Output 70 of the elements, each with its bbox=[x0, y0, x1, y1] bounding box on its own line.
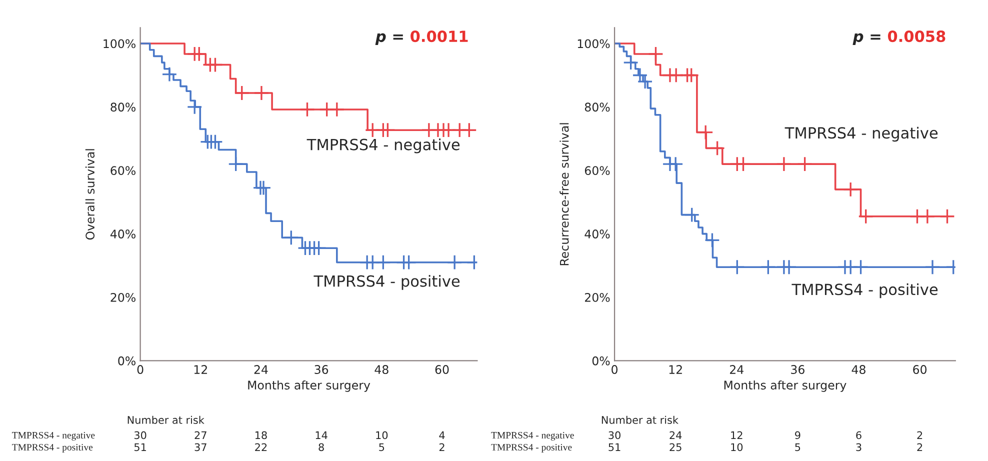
text: 51 bbox=[608, 443, 620, 452]
text: 10 bbox=[731, 443, 743, 452]
text: 2 bbox=[917, 443, 922, 451]
annotation: 0.0058 bbox=[888, 30, 946, 42]
annotation: p = bbox=[852, 33, 880, 46]
y-tick-label: 20% bbox=[584, 292, 610, 302]
text: Number at risk bbox=[128, 416, 204, 424]
y-tick-label: 100% bbox=[104, 39, 136, 48]
text: 37 bbox=[194, 443, 206, 452]
x-tick-label: 0 bbox=[137, 365, 144, 374]
text: 2 bbox=[917, 431, 922, 439]
x-tick-label: 36 bbox=[791, 365, 804, 374]
text: 25 bbox=[670, 443, 682, 452]
series-label: TMPRSS4 - positive bbox=[792, 283, 938, 298]
annotation: p = bbox=[375, 33, 403, 46]
x-tick-label: 24 bbox=[254, 365, 268, 374]
text: 24 bbox=[670, 431, 682, 439]
text: 27 bbox=[194, 431, 206, 439]
x-tick-label: 24 bbox=[730, 365, 744, 374]
text: 51 bbox=[134, 443, 146, 452]
x-tick-label: 48 bbox=[374, 365, 388, 374]
y-tick-label: 40% bbox=[584, 230, 610, 238]
y-tick-label: 100% bbox=[578, 39, 610, 48]
text: 12 bbox=[731, 431, 742, 439]
y-axis-title: Overall survival bbox=[85, 149, 95, 240]
x-tick-label: 48 bbox=[852, 365, 866, 374]
point bbox=[162, 66, 178, 82]
text: 30 bbox=[134, 431, 146, 440]
text: Number at risk bbox=[602, 416, 678, 424]
text: 2 bbox=[439, 443, 444, 451]
x-axis-title: Months after surgery bbox=[248, 380, 370, 392]
x-tick-label: 12 bbox=[194, 365, 207, 374]
annotation: 0.0011 bbox=[410, 30, 468, 42]
text: TMPRSS4 - positive bbox=[491, 444, 572, 452]
x-tick-label: 60 bbox=[913, 365, 927, 374]
text: TMPRSS4 - positive bbox=[12, 444, 93, 452]
y-tick-label: 0% bbox=[118, 356, 136, 366]
text: 22 bbox=[255, 443, 267, 451]
point bbox=[704, 232, 720, 248]
y-tick-label: 80% bbox=[584, 102, 610, 112]
x-axis-title: Months after surgery bbox=[724, 380, 846, 392]
text: TMPRSS4 - negative bbox=[491, 432, 574, 441]
series-label: TMPRSS4 - negative bbox=[306, 138, 460, 154]
text: 8 bbox=[318, 443, 324, 452]
x-tick-label: 12 bbox=[669, 365, 682, 374]
x-tick-label: 0 bbox=[612, 365, 618, 374]
x-tick-label: 36 bbox=[314, 365, 328, 374]
y-tick-label: 40% bbox=[110, 230, 136, 238]
text: 5 bbox=[795, 443, 800, 452]
text: 3 bbox=[856, 443, 862, 452]
point bbox=[668, 156, 684, 172]
text: 4 bbox=[439, 431, 445, 439]
text: 18 bbox=[255, 431, 267, 440]
point bbox=[632, 67, 648, 84]
y-tick-label: 60% bbox=[584, 166, 610, 176]
y-axis-title: Recurrence-free survival bbox=[560, 123, 569, 266]
y-tick-label: 60% bbox=[110, 166, 136, 176]
x-tick-label: 60 bbox=[435, 365, 449, 374]
series-label: TMPRSS4 - negative bbox=[784, 126, 938, 142]
text: 5 bbox=[379, 443, 384, 452]
text: 14 bbox=[316, 431, 328, 439]
text: 6 bbox=[856, 431, 862, 440]
text: 30 bbox=[608, 431, 620, 440]
y-tick-label: 80% bbox=[110, 102, 136, 112]
y-tick-label: 0% bbox=[592, 356, 610, 366]
text: 10 bbox=[376, 431, 388, 440]
text: TMPRSS4 - negative bbox=[12, 432, 95, 441]
y-tick-label: 20% bbox=[110, 292, 136, 302]
text: 9 bbox=[795, 431, 800, 440]
series-label: TMPRSS4 - positive bbox=[314, 275, 460, 290]
